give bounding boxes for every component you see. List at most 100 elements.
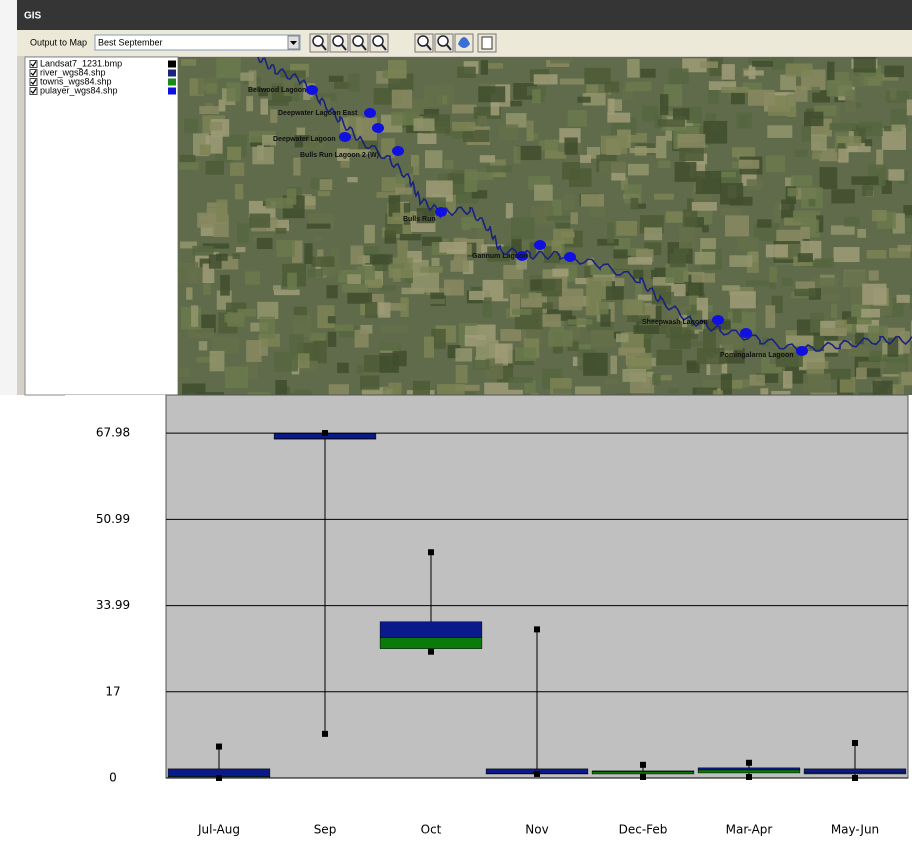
field xyxy=(791,175,813,186)
field xyxy=(294,315,312,337)
field xyxy=(357,365,363,374)
field xyxy=(209,255,222,269)
field xyxy=(660,94,668,115)
field xyxy=(607,222,614,243)
tool-button[interactable] xyxy=(370,34,388,52)
field xyxy=(486,166,512,173)
field xyxy=(800,227,809,239)
field xyxy=(206,161,224,175)
field xyxy=(364,225,375,243)
field xyxy=(654,194,674,200)
field xyxy=(553,229,573,244)
field xyxy=(622,369,646,382)
field xyxy=(420,266,442,272)
layer-name[interactable]: pulayer_wgs84.shp xyxy=(40,85,118,95)
field xyxy=(657,119,685,126)
tool-lens xyxy=(373,36,383,46)
box-upper xyxy=(804,769,906,773)
field xyxy=(794,289,815,296)
field xyxy=(867,250,887,259)
field xyxy=(400,297,408,317)
field xyxy=(246,96,253,111)
field xyxy=(392,90,412,109)
field xyxy=(675,162,697,182)
whisker-min xyxy=(534,771,540,777)
field xyxy=(705,113,716,122)
tool-button[interactable] xyxy=(435,34,453,52)
field xyxy=(766,244,788,257)
field xyxy=(633,325,658,334)
field xyxy=(684,282,704,296)
field xyxy=(534,74,558,84)
layer-swatch xyxy=(168,88,176,95)
tool-button[interactable] xyxy=(310,34,328,52)
field xyxy=(184,119,198,133)
field xyxy=(722,285,740,290)
field xyxy=(692,202,717,211)
map-label: Pomingalarna Lagoon xyxy=(720,352,794,359)
field xyxy=(252,147,274,164)
field xyxy=(424,86,443,107)
map-label: Deepwater Lagoon xyxy=(273,136,336,143)
field xyxy=(652,374,660,385)
field xyxy=(608,99,615,115)
field xyxy=(746,281,773,287)
whisker-max xyxy=(640,762,646,768)
field xyxy=(577,97,590,103)
tool-button[interactable] xyxy=(350,34,368,52)
field xyxy=(774,202,781,222)
output-value: Best September xyxy=(98,37,163,47)
map-label: Gannum Lagoon xyxy=(472,253,528,260)
field xyxy=(495,343,513,363)
layer-panel xyxy=(25,57,178,395)
field xyxy=(181,59,196,66)
field xyxy=(583,353,608,376)
tool-button[interactable] xyxy=(455,34,473,52)
tool-button[interactable] xyxy=(478,34,496,52)
field xyxy=(287,188,297,204)
field xyxy=(506,203,513,218)
y-tick-label: 33.99 xyxy=(96,598,130,612)
field xyxy=(765,305,775,328)
box-upper xyxy=(380,622,482,638)
field xyxy=(469,291,484,300)
field xyxy=(347,177,357,182)
field xyxy=(542,302,553,308)
field xyxy=(216,199,227,222)
map-label: Bellwood Lagoon xyxy=(248,87,306,94)
field xyxy=(450,260,469,272)
lagoon xyxy=(364,108,376,118)
field xyxy=(191,305,198,327)
field xyxy=(872,210,887,221)
field xyxy=(657,350,683,365)
lagoon xyxy=(796,346,808,356)
field xyxy=(591,330,616,347)
field xyxy=(782,278,793,286)
field xyxy=(888,169,904,180)
field xyxy=(700,61,718,68)
field xyxy=(748,90,775,106)
whisker-min xyxy=(852,775,858,781)
tool-button[interactable] xyxy=(415,34,433,52)
field xyxy=(820,167,838,189)
field xyxy=(890,87,896,99)
field xyxy=(787,188,797,196)
field xyxy=(730,291,756,308)
field xyxy=(337,363,349,373)
field xyxy=(413,155,419,175)
field xyxy=(783,371,792,388)
field xyxy=(553,388,572,393)
field xyxy=(261,99,269,115)
field xyxy=(270,109,277,123)
field xyxy=(562,162,580,179)
field xyxy=(199,341,207,350)
field xyxy=(307,224,331,229)
tool-button[interactable] xyxy=(330,34,348,52)
x-tick-label: Dec-Feb xyxy=(619,823,668,837)
field xyxy=(627,59,640,78)
tool-select xyxy=(482,37,492,49)
field xyxy=(884,66,903,77)
field xyxy=(720,183,743,204)
lagoon xyxy=(564,252,576,262)
whisker-max xyxy=(746,760,752,766)
